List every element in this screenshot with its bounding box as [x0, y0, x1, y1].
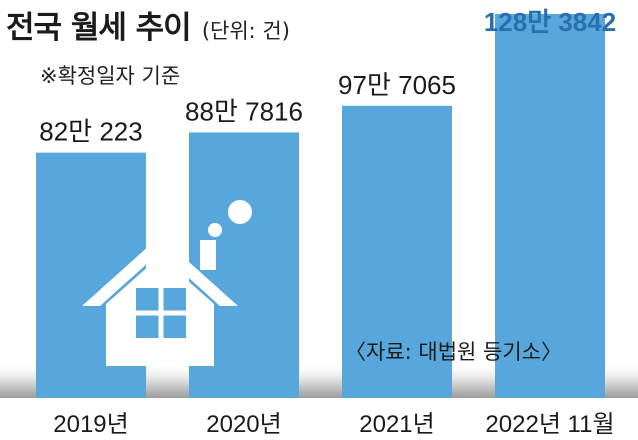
- x-tick-label-3: 2022년 11월: [485, 411, 614, 438]
- x-axis-labels-group: 2019년 2020년 2021년 2022년 11월: [53, 411, 614, 438]
- chart-title: 전국 월세 추이: [6, 10, 192, 46]
- bar-3: [495, 14, 605, 398]
- x-tick-label-1: 2020년: [206, 411, 281, 438]
- source-note: 〈자료: 대법원 등기소〉: [345, 340, 562, 364]
- value-label-2: 97만 7065: [338, 70, 456, 100]
- x-tick-label-2: 2021년: [359, 411, 434, 438]
- value-label-3: 128만 3842: [484, 7, 616, 37]
- window-frame-horizontal: [136, 310, 186, 316]
- chart-subtitle: ※확정일자 기준: [40, 64, 181, 88]
- chimney-smoke-small: [208, 223, 222, 237]
- value-label-1: 88만 7816: [185, 96, 303, 126]
- unit-label: (단위: 건): [201, 19, 290, 43]
- chimney: [200, 240, 216, 270]
- chimney-smoke-large: [228, 200, 252, 224]
- bar-2: [342, 105, 452, 398]
- chart-title-block: 전국 월세 추이 (단위: 건): [6, 2, 290, 47]
- house-icon: [82, 200, 252, 366]
- value-label-0: 82만 223: [39, 117, 142, 147]
- value-labels-group: 82만 223 88만 7816 97만 7065 128만 3842: [39, 7, 616, 147]
- house-roof: [82, 236, 238, 306]
- x-tick-label-0: 2019년: [53, 411, 128, 438]
